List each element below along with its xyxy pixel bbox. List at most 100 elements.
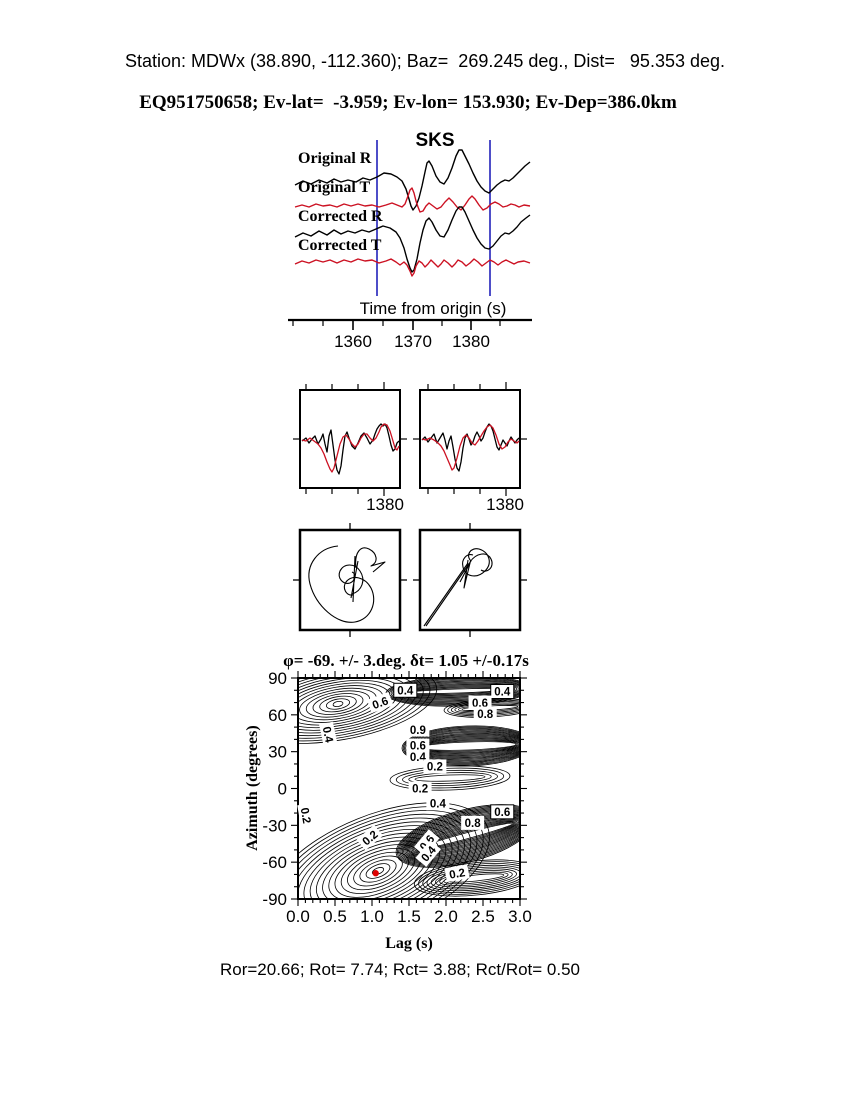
particle-motion-path xyxy=(308,545,375,623)
contour-line xyxy=(332,700,344,708)
contour-line xyxy=(439,870,513,886)
contour-x-tick-label: 1.5 xyxy=(397,907,421,926)
contour-line xyxy=(422,863,520,893)
contour-xlabel: Lag (s) xyxy=(385,935,433,952)
contour-line xyxy=(400,808,520,864)
svg-text:0.4: 0.4 xyxy=(397,685,414,697)
stats-line: Ror=20.66; Rot= 7.74; Rct= 3.88; Rct/Rot… xyxy=(219,960,581,979)
contour-line xyxy=(413,859,520,897)
comparison-trace-black xyxy=(421,423,520,472)
contour-y-tick-label: 0 xyxy=(278,780,287,799)
contour-value-label: 0.4 xyxy=(393,682,418,698)
comparison-trace-red xyxy=(421,424,520,471)
contour-x-tick-label: 0.5 xyxy=(323,907,347,926)
svg-text:0.4: 0.4 xyxy=(494,687,511,699)
contour-line xyxy=(325,698,351,710)
contour-line xyxy=(426,864,520,892)
contour-value-label: 0.8 xyxy=(473,706,497,721)
comparison-left-tick-label: 1380 xyxy=(366,495,404,514)
trace-corrected-r xyxy=(294,206,531,273)
contour-line xyxy=(395,767,505,789)
contour-line xyxy=(418,861,520,895)
contour-value-label: 0.2 xyxy=(297,802,316,829)
contour-line xyxy=(312,693,364,715)
contour-line xyxy=(398,806,520,866)
contour-line xyxy=(298,813,472,899)
contour-line xyxy=(405,728,520,764)
svg-text:0.4: 0.4 xyxy=(320,726,335,745)
contour-y-tick-label: 30 xyxy=(268,743,287,762)
comparison-trace-red xyxy=(301,423,400,473)
svg-text:0.4: 0.4 xyxy=(430,798,447,810)
contour-line xyxy=(404,727,520,765)
trace-original-t xyxy=(294,187,531,213)
particle-motion-path xyxy=(459,553,493,589)
comparison-trace-black xyxy=(301,423,400,475)
contour-line xyxy=(408,772,492,784)
contour-line xyxy=(401,809,520,863)
contour-x-tick-label: 2.5 xyxy=(471,907,495,926)
contour-value-label: 0.2 xyxy=(408,781,432,796)
contour-value-label: 0.6 xyxy=(490,804,515,820)
time-axis-tick-label: 1370 xyxy=(394,332,432,351)
particle-motion-path xyxy=(423,560,472,627)
contour-title: φ= -69. +/- 3.deg. δt= 1.05 +/-0.17s xyxy=(283,651,529,670)
contour-y-tick-label: -60 xyxy=(262,853,287,872)
trace-corrected-t xyxy=(294,258,531,277)
particle-motion-box xyxy=(298,528,402,632)
trace-label-original-t: Original T xyxy=(298,179,370,196)
best-solution-marker xyxy=(372,870,379,877)
svg-text:0.8: 0.8 xyxy=(477,709,494,721)
contour-x-tick-label: 0.0 xyxy=(286,907,310,926)
contour-line xyxy=(402,769,498,787)
svg-text:0.4: 0.4 xyxy=(410,752,427,764)
contour-value-label: 0.4 xyxy=(319,721,338,748)
contour-y-tick-label: -30 xyxy=(262,816,287,835)
contour-line xyxy=(399,807,520,865)
contour-line xyxy=(298,817,465,899)
contour-line xyxy=(392,679,520,703)
time-axis-tick-label: 1380 xyxy=(452,332,490,351)
contour-line xyxy=(359,859,397,883)
contour-value-label: 0.6 xyxy=(366,692,394,714)
contour-ylabel: Azimuth (degrees) xyxy=(244,725,261,850)
contour-value-label: 0.2 xyxy=(423,759,447,774)
svg-text:0.2: 0.2 xyxy=(448,867,466,882)
contour-y-tick-label: 90 xyxy=(268,669,287,688)
trace-label-original-r: Original R xyxy=(298,150,372,167)
svg-text:0.6: 0.6 xyxy=(494,807,510,819)
event-title: EQ951750658; Ev-lat= -3.959; Ev-lon= 153… xyxy=(139,92,677,113)
contour-line xyxy=(402,726,520,766)
contour-value-label: 0.4 xyxy=(490,684,515,700)
particle-motion-path xyxy=(350,547,386,603)
contour-line xyxy=(435,868,517,888)
svg-text:0.9: 0.9 xyxy=(410,725,426,737)
contour-value-label: 0.2 xyxy=(444,864,470,883)
contour-x-tick-label: 3.0 xyxy=(508,907,532,926)
svg-text:0.8: 0.8 xyxy=(465,818,482,830)
contour-value-label: 0.8 xyxy=(461,815,485,830)
trace-original-r xyxy=(294,149,531,211)
contour-line xyxy=(298,678,431,742)
svg-text:0.2: 0.2 xyxy=(298,807,313,825)
contour-value-label: 0.9 xyxy=(406,722,430,737)
station-title: Station: MDWx (38.890, -112.360); Baz= 2… xyxy=(124,51,726,71)
waveform-panel: 1360 1370 1380 xyxy=(288,140,532,351)
contour-line xyxy=(298,821,459,899)
contour-line xyxy=(396,805,520,867)
time-axis-tick-label: 1360 xyxy=(334,332,372,351)
trace-label-corrected-r: Corrected R xyxy=(298,208,383,225)
contour-line xyxy=(414,774,486,782)
phase-label-sks: SKS xyxy=(415,130,454,151)
contour-line xyxy=(305,690,371,718)
contour-line xyxy=(365,863,391,879)
contour-y-tick-label: -90 xyxy=(262,890,287,909)
time-axis-title: Time from origin (s) xyxy=(360,299,507,318)
contour-line xyxy=(319,695,357,713)
particle-motion-panel xyxy=(293,523,527,637)
contour-line xyxy=(430,866,520,890)
contour-y-tick-label: 60 xyxy=(268,706,287,725)
contour-line xyxy=(298,810,478,899)
